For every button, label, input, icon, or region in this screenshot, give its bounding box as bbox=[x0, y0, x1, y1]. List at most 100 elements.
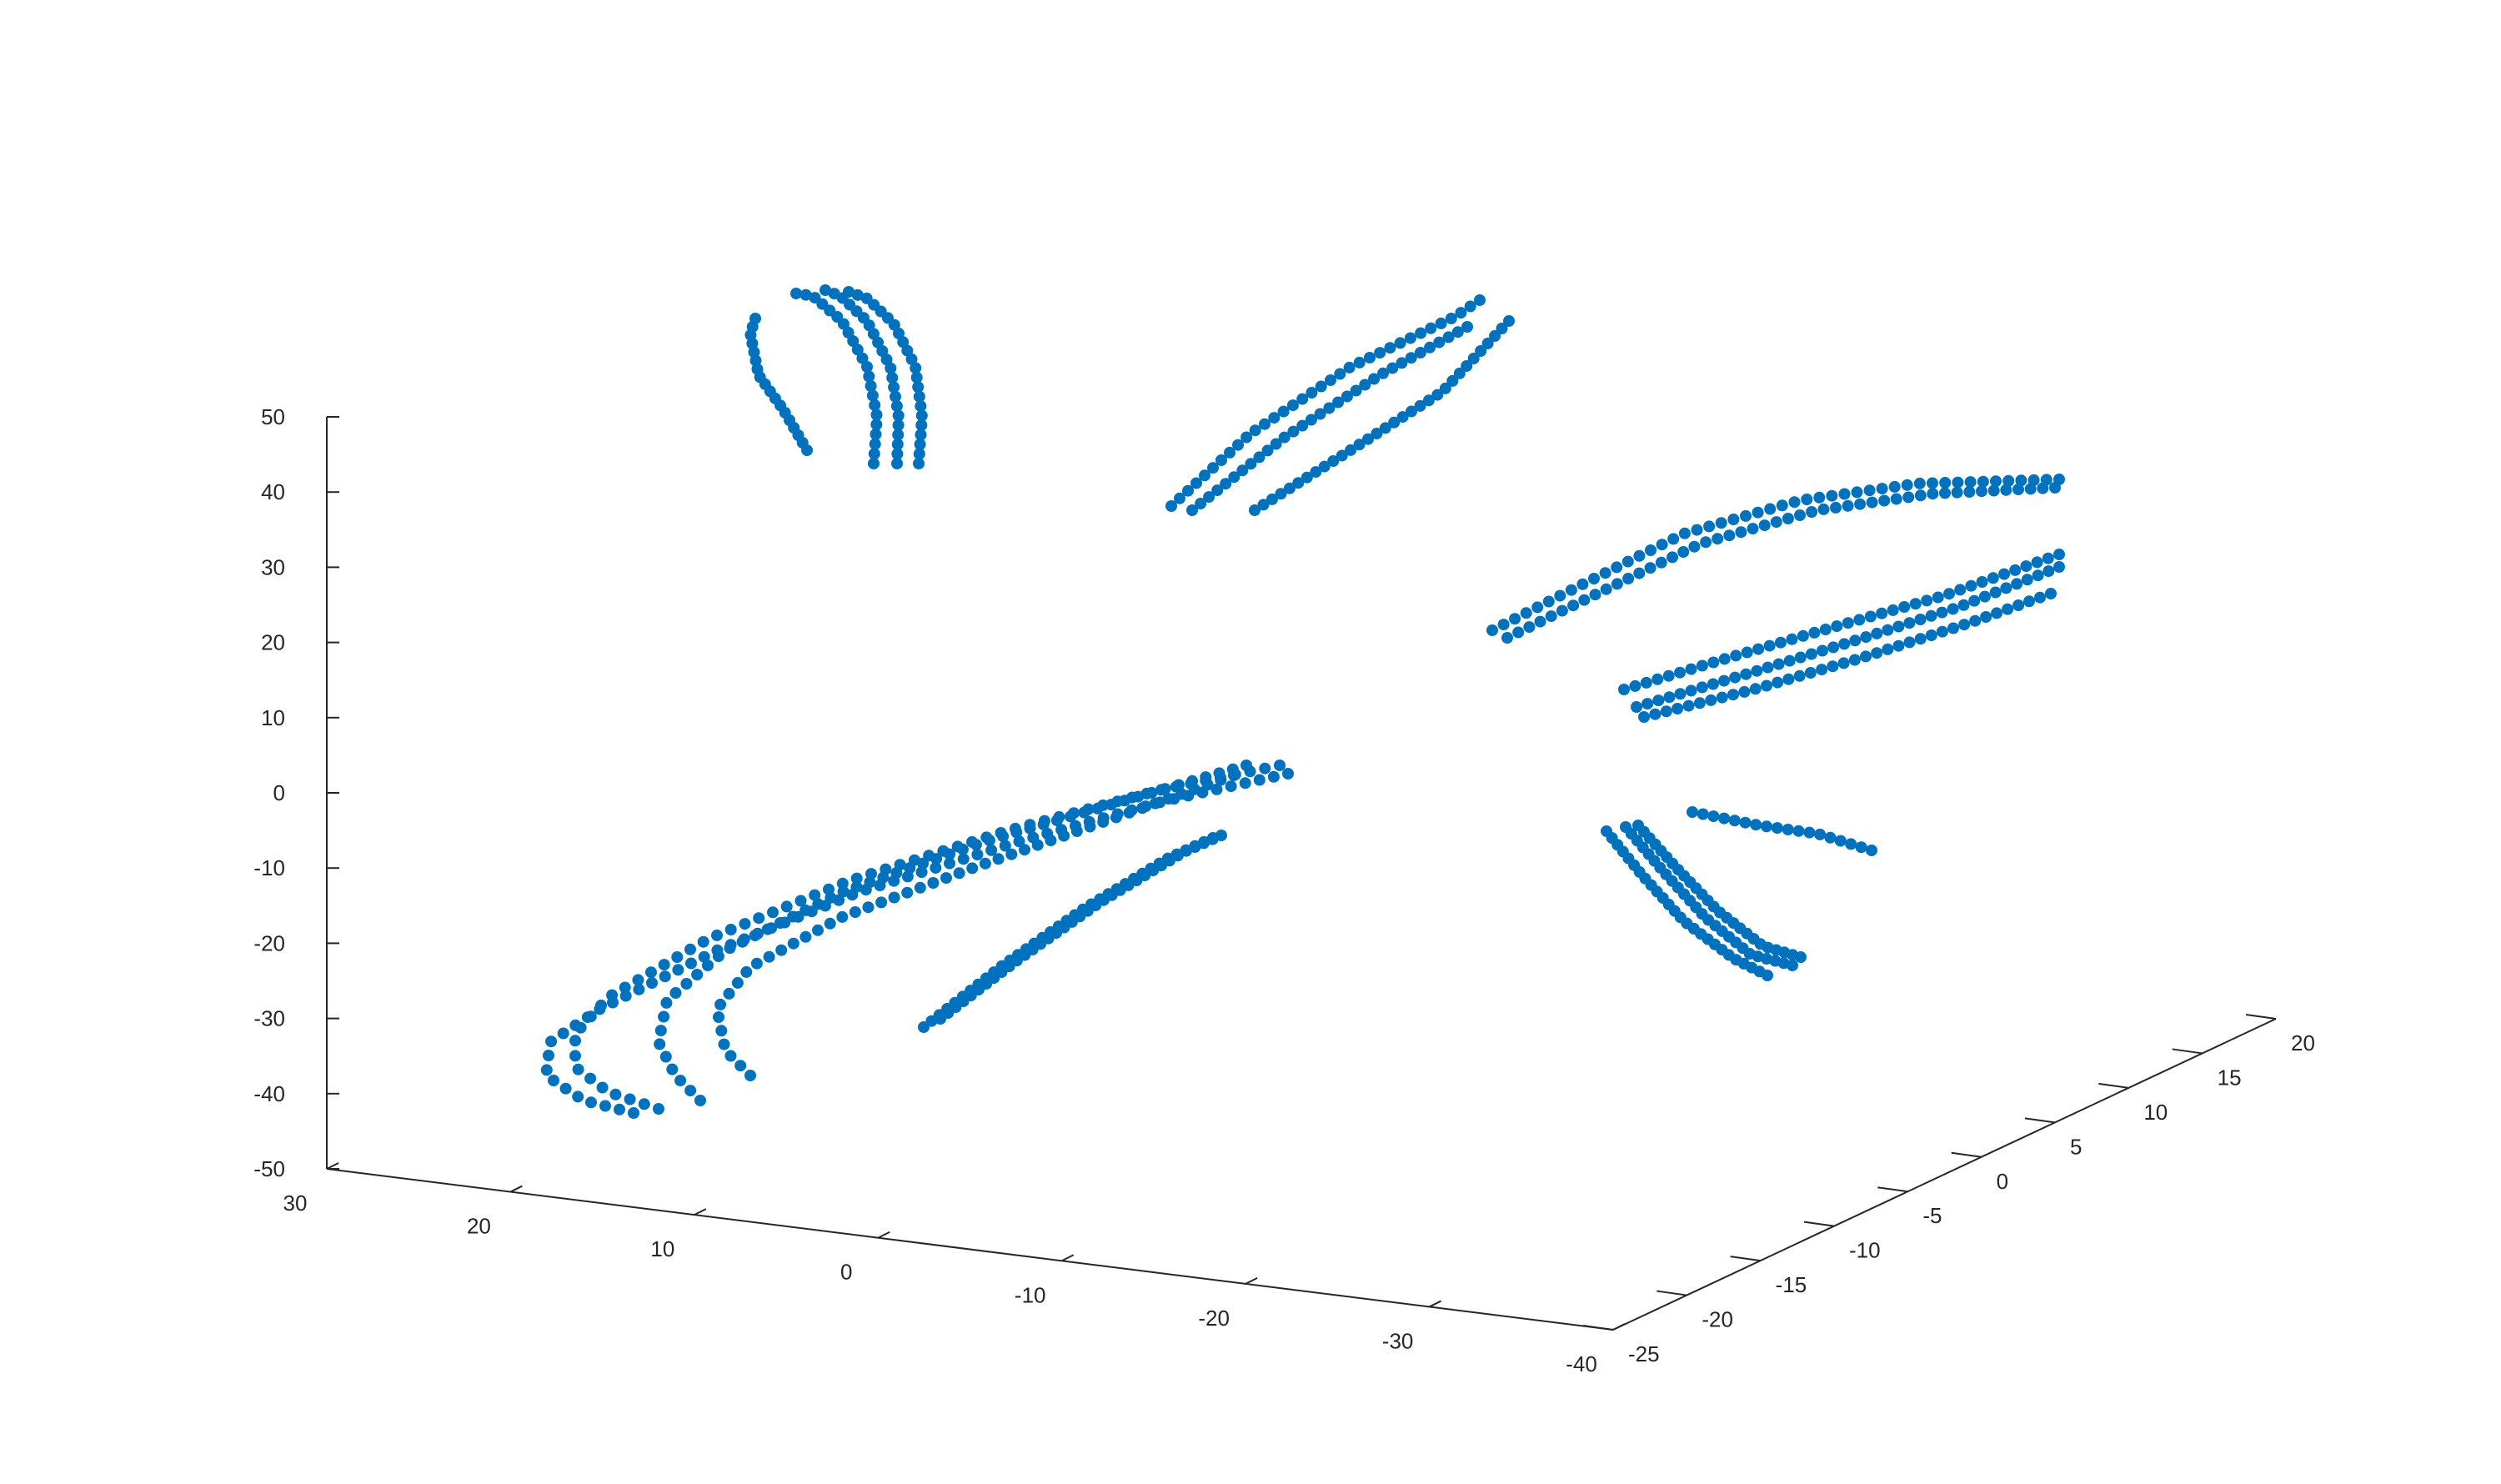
data-point bbox=[856, 352, 869, 364]
data-point bbox=[1782, 513, 1794, 524]
y-tick-label: 5 bbox=[2070, 1134, 2082, 1159]
data-point bbox=[809, 889, 821, 901]
data-point bbox=[684, 943, 696, 955]
data-point bbox=[734, 1060, 747, 1072]
data-point bbox=[862, 901, 875, 914]
data-point bbox=[1542, 595, 1555, 608]
data-point bbox=[915, 866, 928, 879]
data-point bbox=[850, 872, 863, 885]
data-point bbox=[584, 1072, 597, 1085]
data-point bbox=[545, 1035, 558, 1048]
data-point bbox=[1159, 783, 1171, 795]
data-point bbox=[1718, 812, 1731, 825]
data-point bbox=[1306, 387, 1318, 399]
data-point bbox=[1622, 573, 1635, 584]
data-point bbox=[1718, 653, 1731, 665]
data-point bbox=[812, 924, 824, 936]
data-point bbox=[1703, 520, 1716, 533]
data-point bbox=[633, 983, 645, 995]
data-point bbox=[1758, 519, 1771, 532]
data-point bbox=[1965, 579, 1977, 592]
data-point bbox=[2000, 484, 2012, 496]
data-point bbox=[892, 429, 905, 441]
data-point bbox=[890, 400, 903, 413]
data-point bbox=[1794, 509, 1806, 521]
data-point bbox=[1005, 848, 1018, 860]
data-point bbox=[1871, 647, 1883, 659]
data-point bbox=[1050, 815, 1063, 827]
data-point bbox=[654, 1025, 667, 1037]
data-point bbox=[1666, 551, 1678, 564]
data-point bbox=[715, 1025, 728, 1037]
data-point bbox=[1848, 654, 1861, 666]
data-point bbox=[1110, 811, 1122, 824]
data-point bbox=[1866, 845, 1877, 856]
data-point bbox=[1978, 590, 1991, 603]
data-point bbox=[1422, 394, 1435, 407]
data-point bbox=[1827, 660, 1839, 673]
data-point bbox=[1958, 619, 1971, 631]
data-point bbox=[809, 292, 821, 304]
data-point bbox=[927, 877, 940, 889]
y-tick-label: -20 bbox=[1702, 1307, 1733, 1332]
data-point bbox=[1685, 663, 1697, 675]
data-point bbox=[645, 966, 657, 979]
data-point bbox=[812, 898, 824, 910]
data-point bbox=[724, 1050, 737, 1062]
data-point bbox=[2012, 599, 2025, 611]
data-point bbox=[1394, 337, 1406, 349]
data-point bbox=[1045, 835, 1057, 847]
data-point bbox=[1225, 780, 1237, 793]
data-point bbox=[1952, 476, 1964, 489]
data-point bbox=[1578, 594, 1591, 606]
data-point bbox=[1424, 341, 1436, 353]
data-point bbox=[904, 862, 916, 875]
data-point bbox=[1762, 970, 1773, 981]
data-point bbox=[956, 843, 969, 855]
data-point bbox=[606, 989, 619, 1001]
data-point bbox=[1674, 688, 1687, 700]
data-point bbox=[761, 923, 774, 935]
data-point bbox=[1190, 477, 1202, 489]
data-point bbox=[1964, 476, 1977, 489]
data-point bbox=[1404, 332, 1416, 344]
data-point bbox=[1705, 694, 1717, 706]
data-point bbox=[1435, 317, 1447, 329]
data-point bbox=[1697, 808, 1709, 820]
data-point bbox=[1660, 705, 1672, 718]
data-point bbox=[1888, 480, 1901, 493]
data-point bbox=[868, 448, 880, 460]
y-tick bbox=[1803, 1221, 1835, 1227]
data-point bbox=[638, 1098, 650, 1110]
data-point bbox=[1951, 486, 1963, 499]
data-point bbox=[2002, 474, 2015, 487]
data-point bbox=[870, 409, 883, 421]
data-point bbox=[1220, 478, 1232, 490]
z-tick-label: 0 bbox=[273, 780, 285, 805]
data-point bbox=[992, 853, 1005, 865]
data-point bbox=[684, 1085, 697, 1097]
y-tick-label: -5 bbox=[1922, 1203, 1942, 1228]
y-tick bbox=[1656, 1290, 1687, 1296]
data-point bbox=[628, 1107, 639, 1119]
data-point bbox=[1350, 384, 1362, 397]
data-point bbox=[999, 840, 1011, 852]
data-point bbox=[671, 951, 684, 963]
y-tick-label: 0 bbox=[1997, 1169, 2008, 1194]
data-point bbox=[1631, 701, 1642, 713]
data-point bbox=[1786, 633, 1798, 645]
x-tick-label: -30 bbox=[1382, 1328, 1414, 1353]
z-tick-label: -20 bbox=[253, 930, 285, 955]
x-tick-label: 20 bbox=[467, 1214, 491, 1239]
data-point bbox=[1772, 658, 1785, 670]
data-point bbox=[1963, 486, 1976, 498]
data-point bbox=[1274, 760, 1286, 771]
data-point bbox=[1165, 500, 1177, 512]
data-point bbox=[574, 1021, 587, 1034]
data-point bbox=[712, 950, 724, 962]
data-point bbox=[1554, 589, 1566, 602]
data-point bbox=[1336, 449, 1348, 462]
data-point bbox=[997, 830, 1010, 843]
data-point bbox=[1914, 614, 1927, 625]
data-point bbox=[891, 439, 904, 450]
